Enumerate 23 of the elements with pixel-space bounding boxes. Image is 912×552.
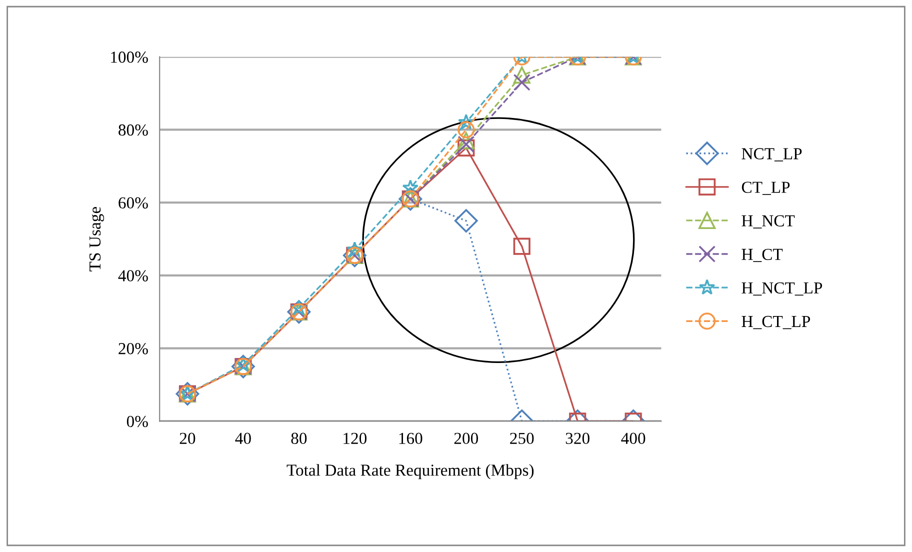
x-tick-label: 20 (180, 432, 196, 444)
x-tick-label: 160 (399, 432, 422, 444)
legend-label: H_CT_LP (742, 316, 810, 330)
x-tick-label: 80 (291, 432, 307, 444)
x-tick-label: 200 (454, 432, 478, 444)
legend-label: H_NCT (742, 215, 795, 228)
y-tick-label: 20% (118, 343, 148, 354)
x-axis-title: Total Data Rate Requirement (Mbps) (286, 464, 534, 480)
y-axis-title: TS Usage (89, 206, 104, 272)
legend-label: CT_LP (742, 182, 790, 195)
x-tick-label: 250 (510, 432, 534, 444)
x-tick-label: 120 (344, 432, 367, 444)
legend-label: H_NCT_LP (742, 282, 822, 296)
x-tick-label: 320 (566, 432, 590, 444)
y-tick-label: 100% (111, 52, 148, 63)
y-tick-label: 40% (118, 270, 148, 282)
x-tick-label: 40 (235, 432, 251, 444)
y-tick-label: 0% (126, 416, 148, 428)
y-tick-label: 80% (118, 124, 148, 136)
legend-label: H_CT (742, 248, 783, 262)
y-tick-label: 60% (118, 197, 148, 209)
x-tick-label: 400 (621, 432, 646, 444)
legend-label: NCT_LP (742, 148, 802, 162)
